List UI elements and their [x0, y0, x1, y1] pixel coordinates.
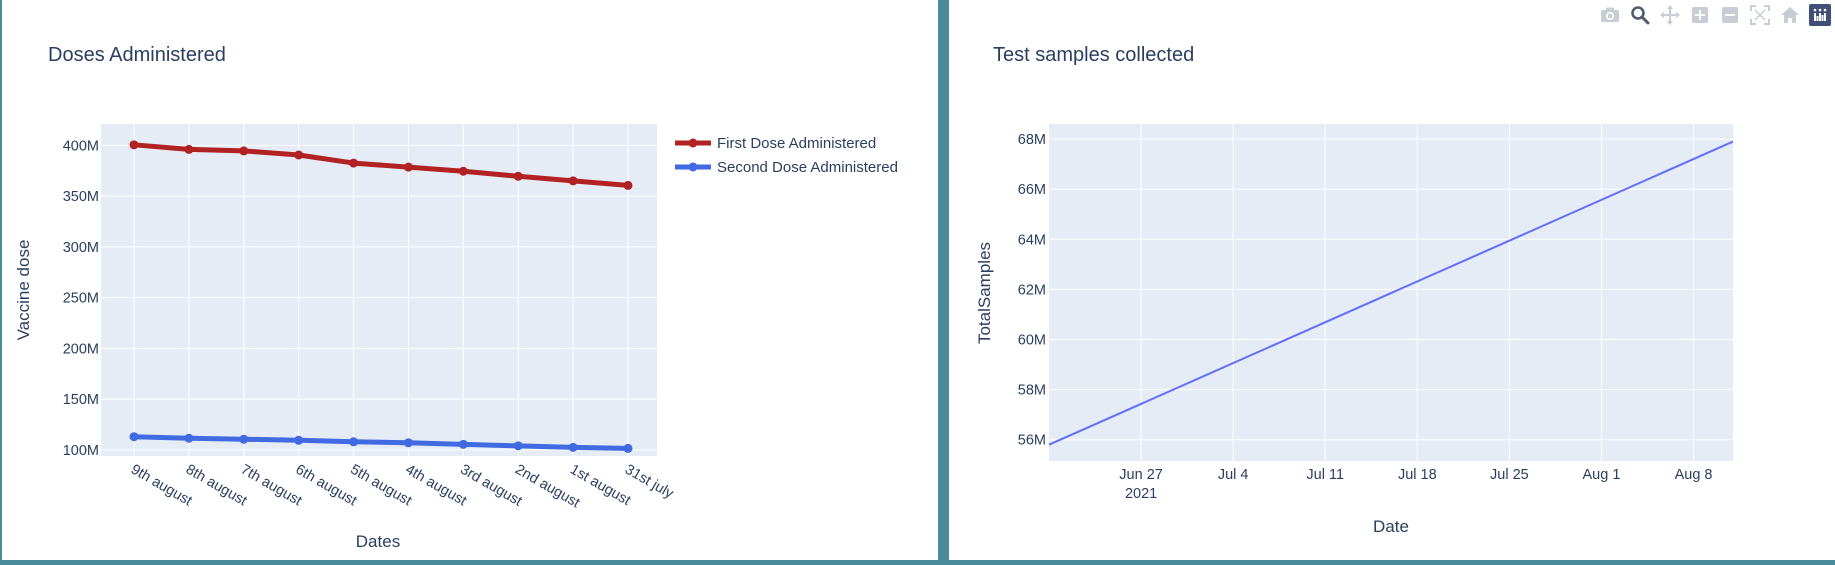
y-tick-labels: 100M 150M 200M 250M 300M 350M 400M	[63, 138, 99, 459]
y-tick-label: 56M	[1018, 433, 1046, 449]
data-point[interactable]	[349, 437, 359, 447]
x-tick-label: Jul 25	[1490, 467, 1529, 483]
legend-item[interactable]: First Dose Administered	[675, 135, 876, 152]
home-button[interactable]	[1779, 4, 1801, 26]
zoom-icon	[1631, 6, 1650, 25]
y-tick-label: 350M	[63, 189, 99, 205]
data-point[interactable]	[129, 140, 139, 150]
x-tick-label: Jul 18	[1398, 467, 1437, 483]
x-tick-label: 8th august	[183, 462, 250, 510]
data-point[interactable]	[129, 432, 139, 442]
zoom-button[interactable]	[1629, 4, 1651, 26]
legend-item[interactable]: Second Dose Administered	[675, 159, 898, 176]
data-point[interactable]	[513, 441, 523, 451]
zoom-in-icon	[1692, 7, 1708, 23]
y-tick-label: 200M	[63, 341, 99, 357]
x-tick-label: Aug 8	[1675, 467, 1713, 483]
data-point[interactable]	[458, 439, 468, 449]
data-point[interactable]	[403, 438, 413, 448]
pan-icon	[1660, 5, 1680, 25]
y-axis-title: TotalSamples	[975, 242, 994, 344]
data-point[interactable]	[184, 433, 194, 443]
autoscale-button[interactable]	[1749, 4, 1771, 26]
x-tick-labels: Jun 27 2021 Jul 4 Jul 11 Jul 18 Jul 25 Aug 1 Au…	[1119, 467, 1712, 502]
x-tick-label: 4th august	[402, 462, 469, 510]
pan-button[interactable]	[1659, 4, 1681, 26]
data-point[interactable]	[568, 442, 578, 452]
x-tick-label: 3rd august	[457, 462, 524, 510]
data-point[interactable]	[623, 443, 633, 453]
series-group	[129, 140, 633, 453]
grid-lines	[101, 124, 657, 456]
legend-label: Second Dose Administered	[717, 159, 898, 176]
samples-chart-panel: Test samples collected 56M 58M 60M 62M 64M 66…	[949, 0, 1835, 560]
grid-lines	[1049, 124, 1733, 461]
legend-marker-swatch	[688, 162, 698, 172]
modebar	[1599, 4, 1831, 26]
legend-label: First Dose Administered	[717, 135, 876, 152]
data-point[interactable]	[294, 435, 304, 445]
x-tick-label: Jun 27	[1119, 467, 1163, 483]
y-tick-label: 150M	[63, 392, 99, 408]
zoom-out-button[interactable]	[1719, 4, 1741, 26]
y-tick-label: 250M	[63, 291, 99, 307]
y-tick-label: 66M	[1018, 182, 1046, 198]
x-tick-label: 7th august	[238, 462, 305, 510]
series-group	[1048, 140, 1734, 446]
x-axis-title: Dates	[356, 532, 400, 551]
doses-chart: Doses Administered 100M 150M 200M 250M 300M 3…	[14, 44, 898, 551]
zoom-out-icon	[1722, 7, 1738, 23]
y-tick-label: 400M	[63, 138, 99, 154]
series-line-0	[133, 142, 629, 188]
data-point[interactable]	[349, 158, 359, 168]
data-point[interactable]	[403, 162, 413, 172]
y-tick-label: 100M	[63, 443, 99, 459]
y-tick-label: 64M	[1018, 232, 1046, 248]
y-tick-label: 58M	[1018, 383, 1046, 399]
x-tick-label: 6th august	[293, 462, 360, 510]
y-tick-label: 62M	[1018, 282, 1046, 298]
doses-chart-panel: Doses Administered 100M 150M 200M 250M 300M 3…	[2, 0, 938, 560]
x-axis-title: Date	[1373, 517, 1409, 536]
samples-chart: Test samples collected 56M 58M 60M 62M 64M 66…	[975, 44, 1734, 536]
zoom-in-button[interactable]	[1689, 4, 1711, 26]
data-point[interactable]	[568, 176, 578, 186]
x-tick-label: Jul 11	[1306, 467, 1344, 483]
y-tick-labels: 56M 58M 60M 62M 64M 66M 68M	[1018, 132, 1046, 449]
x-tick-label: Aug 1	[1583, 467, 1621, 483]
data-point[interactable]	[184, 144, 194, 154]
data-point[interactable]	[623, 180, 633, 190]
chart-title: Test samples collected	[993, 44, 1194, 66]
camera-button[interactable]	[1599, 4, 1621, 26]
series-line-1	[133, 434, 629, 451]
home-icon	[1781, 7, 1799, 23]
y-tick-label: 60M	[1018, 332, 1046, 348]
data-point[interactable]	[239, 434, 249, 444]
x-tick-year-label: 2021	[1125, 486, 1157, 502]
camera-icon	[1601, 7, 1619, 22]
data-point[interactable]	[294, 150, 304, 160]
data-point[interactable]	[239, 146, 249, 156]
y-axis-title: Vaccine dose	[14, 240, 33, 341]
data-point[interactable]	[458, 166, 468, 176]
y-tick-label: 300M	[63, 240, 99, 256]
series-line-0	[1048, 140, 1734, 446]
legend: First Dose Administered Second Dose Admin…	[675, 135, 898, 176]
plotly-logo-button[interactable]	[1809, 4, 1831, 26]
x-tick-label: 9th august	[128, 462, 195, 510]
x-tick-label: Jul 4	[1218, 467, 1249, 483]
legend-marker-swatch	[688, 138, 698, 148]
plotly-logo-icon	[1813, 8, 1827, 21]
y-tick-label: 68M	[1018, 132, 1046, 148]
chart-title: Doses Administered	[48, 44, 226, 66]
autoscale-icon	[1750, 5, 1770, 25]
data-point[interactable]	[513, 171, 523, 181]
x-tick-label: 5th august	[348, 462, 415, 510]
